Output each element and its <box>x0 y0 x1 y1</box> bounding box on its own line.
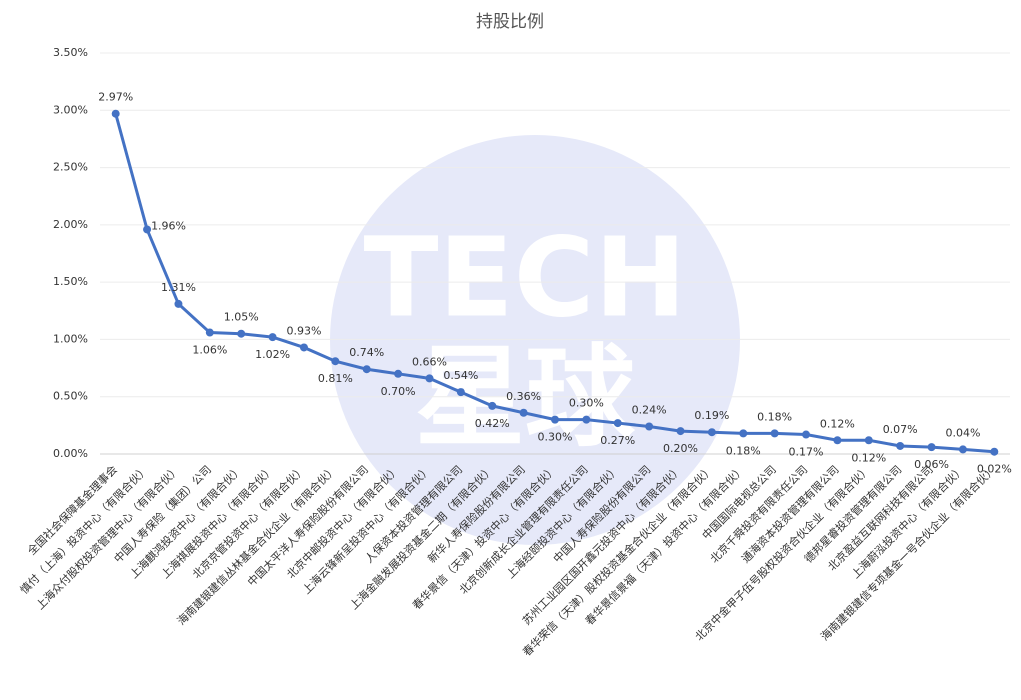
watermark: 星球 <box>415 333 636 461</box>
point <box>613 419 622 428</box>
data-label: 0.66% <box>412 355 447 368</box>
data-label: 0.81% <box>318 372 353 385</box>
point <box>739 429 748 438</box>
y-tick-label: 1.50% <box>53 275 88 288</box>
data-label: 2.97% <box>98 91 133 104</box>
data-label: 0.70% <box>381 385 416 398</box>
data-label: 1.31% <box>161 281 196 294</box>
x-tick-label: 上海祺展投资中心（有限合伙） <box>158 462 277 581</box>
chart-title: 持股比例 <box>476 12 544 32</box>
data-label: 1.06% <box>192 344 227 357</box>
point <box>551 415 559 424</box>
data-label: 0.12% <box>851 451 886 464</box>
data-label: 0.07% <box>883 423 918 436</box>
point <box>770 429 779 438</box>
watermark-circle <box>330 135 740 545</box>
data-label: 0.20% <box>663 442 698 455</box>
point <box>331 357 340 366</box>
point <box>299 343 308 352</box>
data-label: 0.54% <box>443 369 478 382</box>
point <box>174 299 183 308</box>
data-label: 0.93% <box>286 324 321 337</box>
data-label: 1.02% <box>255 348 290 361</box>
x-tick-label: 北京中邮投资中心（有限合伙） <box>284 462 403 581</box>
data-label: 0.74% <box>349 346 384 359</box>
data-label: 1.96% <box>151 219 186 232</box>
data-label: 0.12% <box>820 417 855 430</box>
x-tick-label: 上海众付股权投资管理中心（有限合伙） <box>33 462 183 612</box>
data-label: 0.18% <box>726 444 761 457</box>
x-tick-label: 上海蔚泓投资中心（有限合伙） <box>848 462 967 581</box>
data-label: 0.30% <box>569 397 604 410</box>
point <box>456 388 465 397</box>
data-label: 0.06% <box>914 458 949 471</box>
y-tick-label: 0.00% <box>53 447 88 460</box>
y-tick-label: 2.00% <box>53 218 88 231</box>
x-tick-label: 北京京管投资中心（有限合伙） <box>189 462 308 581</box>
point <box>362 365 371 374</box>
data-label: 0.24% <box>632 404 667 417</box>
data-label: 0.30% <box>538 431 573 444</box>
data-label: 0.18% <box>757 410 792 423</box>
point <box>927 443 936 452</box>
point <box>582 415 591 424</box>
y-tick-label: 1.00% <box>53 332 88 345</box>
point <box>488 401 497 410</box>
y-tick-label: 2.50% <box>53 161 88 174</box>
point <box>143 225 152 234</box>
point <box>802 430 811 439</box>
point <box>990 447 999 456</box>
point <box>645 422 654 431</box>
point <box>676 427 685 436</box>
data-label: 0.27% <box>600 434 635 447</box>
point <box>237 329 246 338</box>
point <box>833 436 842 445</box>
y-tick-label: 3.00% <box>53 103 88 116</box>
point <box>958 445 967 454</box>
point <box>864 436 873 445</box>
data-label: 0.36% <box>506 390 541 403</box>
watermark: TECH <box>364 213 687 341</box>
point <box>519 408 528 417</box>
point <box>707 428 716 437</box>
point <box>205 328 214 337</box>
data-label: 0.04% <box>945 426 980 439</box>
point <box>111 109 120 118</box>
x-tick-label: 上海麒鸿投资中心（有限合伙） <box>127 462 246 581</box>
y-tick-label: 3.50% <box>53 46 88 59</box>
point <box>425 374 434 383</box>
point <box>268 333 277 342</box>
data-label: 0.17% <box>789 446 824 459</box>
point <box>896 441 905 450</box>
point <box>394 369 403 378</box>
y-tick-label: 0.50% <box>53 390 88 403</box>
data-label: 0.42% <box>475 417 510 430</box>
data-label: 0.19% <box>694 409 729 422</box>
data-label: 0.02% <box>977 463 1012 476</box>
data-label: 1.05% <box>224 311 259 324</box>
